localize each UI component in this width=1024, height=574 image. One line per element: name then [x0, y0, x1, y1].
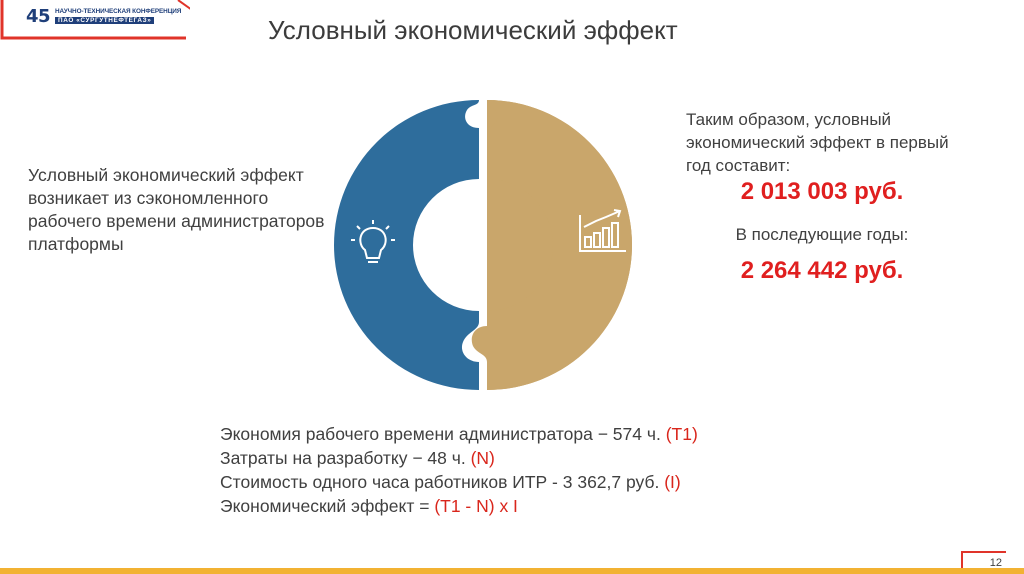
slide-title: Условный экономический эффект	[268, 15, 678, 45]
logo-number: 45	[26, 6, 51, 27]
later-years-label: В последующие годы:	[735, 225, 909, 244]
formula-code-n: (N)	[470, 448, 495, 468]
formula-expression: (T1 - N) x I	[434, 496, 518, 516]
result-block: Таким образом, условный экономический эф…	[672, 108, 972, 285]
formula-line-3: Стоимость одного часа работников ИТР - 3…	[220, 472, 681, 492]
conference-logo: 45 НАУЧНО-ТЕХНИЧЕСКАЯ КОНФЕРЕНЦИЯ ПАО «С…	[0, 0, 190, 40]
formula-block: Экономия рабочего времени администратора…	[220, 422, 698, 518]
growth-chart-icon	[579, 209, 626, 252]
lightbulb-icon	[351, 220, 395, 263]
bottom-bar	[0, 568, 1024, 574]
page-number-frame-icon	[961, 551, 1006, 568]
logo-frame-icon	[0, 0, 190, 40]
left-description: Условный экономический эффект возникает …	[28, 165, 325, 254]
puzzle-donut	[334, 100, 632, 390]
logo-conference-label: НАУЧНО-ТЕХНИЧЕСКАЯ КОНФЕРЕНЦИЯ	[55, 8, 182, 15]
logo-company-label: ПАО «СУРГУТНЕФТЕГАЗ»	[55, 17, 155, 24]
formula-line-4: Экономический эффект = (T1 - N) x I	[220, 496, 518, 516]
amount-later-years: 2 264 442 руб.	[740, 257, 904, 284]
formula-code-t1: (T1)	[665, 424, 698, 444]
formula-line-1: Экономия рабочего времени администратора…	[220, 424, 698, 444]
result-intro: Таким образом, условный экономический эф…	[686, 110, 949, 175]
donut-segment-gold-fill	[471, 100, 632, 390]
amount-first-year: 2 013 003 руб.	[740, 178, 904, 205]
formula-code-i: (I)	[664, 472, 681, 492]
page-number: 12	[989, 557, 1002, 569]
formula-line-2: Затраты на разработку − 48 ч. (N)	[220, 448, 495, 468]
donut-segment-blue	[334, 100, 479, 390]
